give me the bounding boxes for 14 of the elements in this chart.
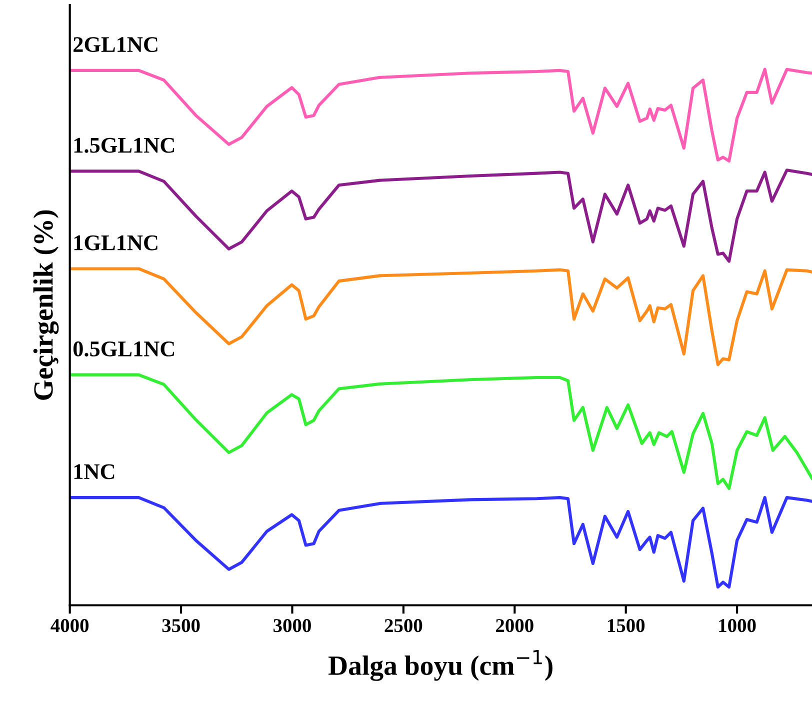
x-tick-label: 3500: [162, 619, 200, 632]
x-tick-label: 2000: [496, 619, 534, 632]
series-label: 1GL1NC: [74, 235, 158, 250]
series-label: 2GL1NC: [74, 37, 158, 52]
x-axis-title: Dalga boyu (cm$^{−1}$): [328, 650, 552, 681]
x-tick-label: 4000: [50, 619, 89, 632]
y-axis-title: Geçirgenlik (%): [33, 210, 59, 400]
series-label: 1NC: [74, 464, 114, 480]
series-label: 1.5GL1NC: [74, 138, 174, 153]
x-tick-label: 2500: [384, 619, 422, 632]
x-tick-label: 1500: [608, 619, 645, 632]
series-label: 0.5GL1NC: [73, 341, 174, 357]
x-tick-label: 3000: [274, 619, 311, 632]
x-tick-label: 1000: [719, 619, 756, 632]
